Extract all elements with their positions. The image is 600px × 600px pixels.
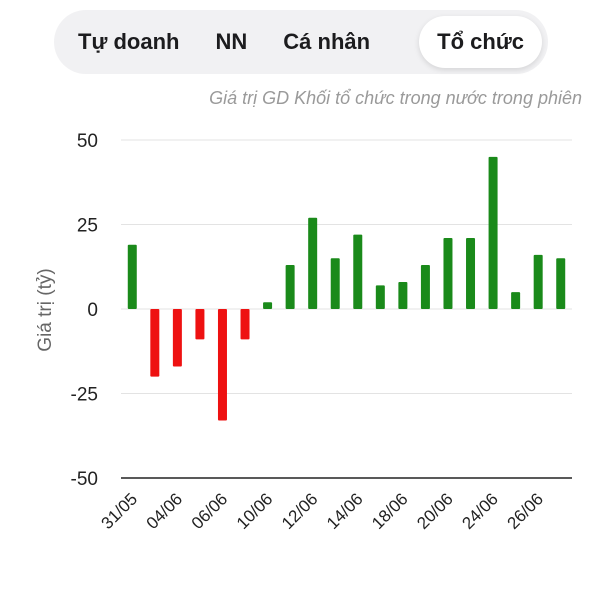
x-tick-label: 04/06 (143, 489, 187, 533)
chart-subtitle: Giá trị GD Khối tổ chức trong nước trong… (209, 88, 582, 108)
x-tick-label: 18/06 (368, 489, 412, 533)
y-tick-label: 0 (87, 300, 98, 321)
bar (240, 309, 250, 340)
y-tick-label: 25 (77, 216, 98, 237)
bar (375, 285, 385, 309)
bar (511, 292, 521, 309)
x-tick-label: 24/06 (458, 489, 502, 533)
y-tick-label: -25 (71, 385, 98, 406)
bar (308, 217, 318, 309)
bar (443, 238, 453, 309)
bar (353, 234, 363, 309)
x-tick-label: 12/06 (278, 489, 322, 533)
y-axis-label: Giá trị (tỷ) (35, 268, 56, 351)
tab-tu-doanh[interactable]: Tự doanh (78, 29, 180, 54)
bar (466, 238, 476, 309)
y-tick-label: -50 (71, 469, 98, 490)
bar (150, 309, 160, 377)
bar (488, 156, 498, 309)
x-tick-label: 20/06 (413, 489, 457, 533)
bar (263, 302, 273, 309)
x-tick-label: 26/06 (503, 489, 547, 533)
bar (556, 258, 566, 309)
bar (285, 265, 295, 309)
y-tick-label: 50 (77, 131, 98, 152)
x-tick-label: 31/05 (98, 489, 142, 533)
bar (420, 265, 430, 309)
bar (172, 309, 182, 367)
x-tick-label: 14/06 (323, 489, 367, 533)
bar (398, 281, 408, 309)
bar (127, 244, 137, 309)
bar (195, 309, 205, 340)
x-tick-label: 10/06 (233, 489, 277, 533)
tab-to-chuc[interactable]: Tổ chức (419, 16, 542, 68)
tab-ca-nhan[interactable]: Cá nhân (283, 29, 371, 54)
bar (533, 254, 543, 309)
bar (217, 309, 227, 421)
bar (330, 258, 340, 309)
tab-nn[interactable]: NN (215, 29, 248, 54)
x-tick-label: 06/06 (188, 489, 232, 533)
segmented-tab-bar: Tự doanh NN Cá nhân Tổ chức (54, 10, 548, 74)
